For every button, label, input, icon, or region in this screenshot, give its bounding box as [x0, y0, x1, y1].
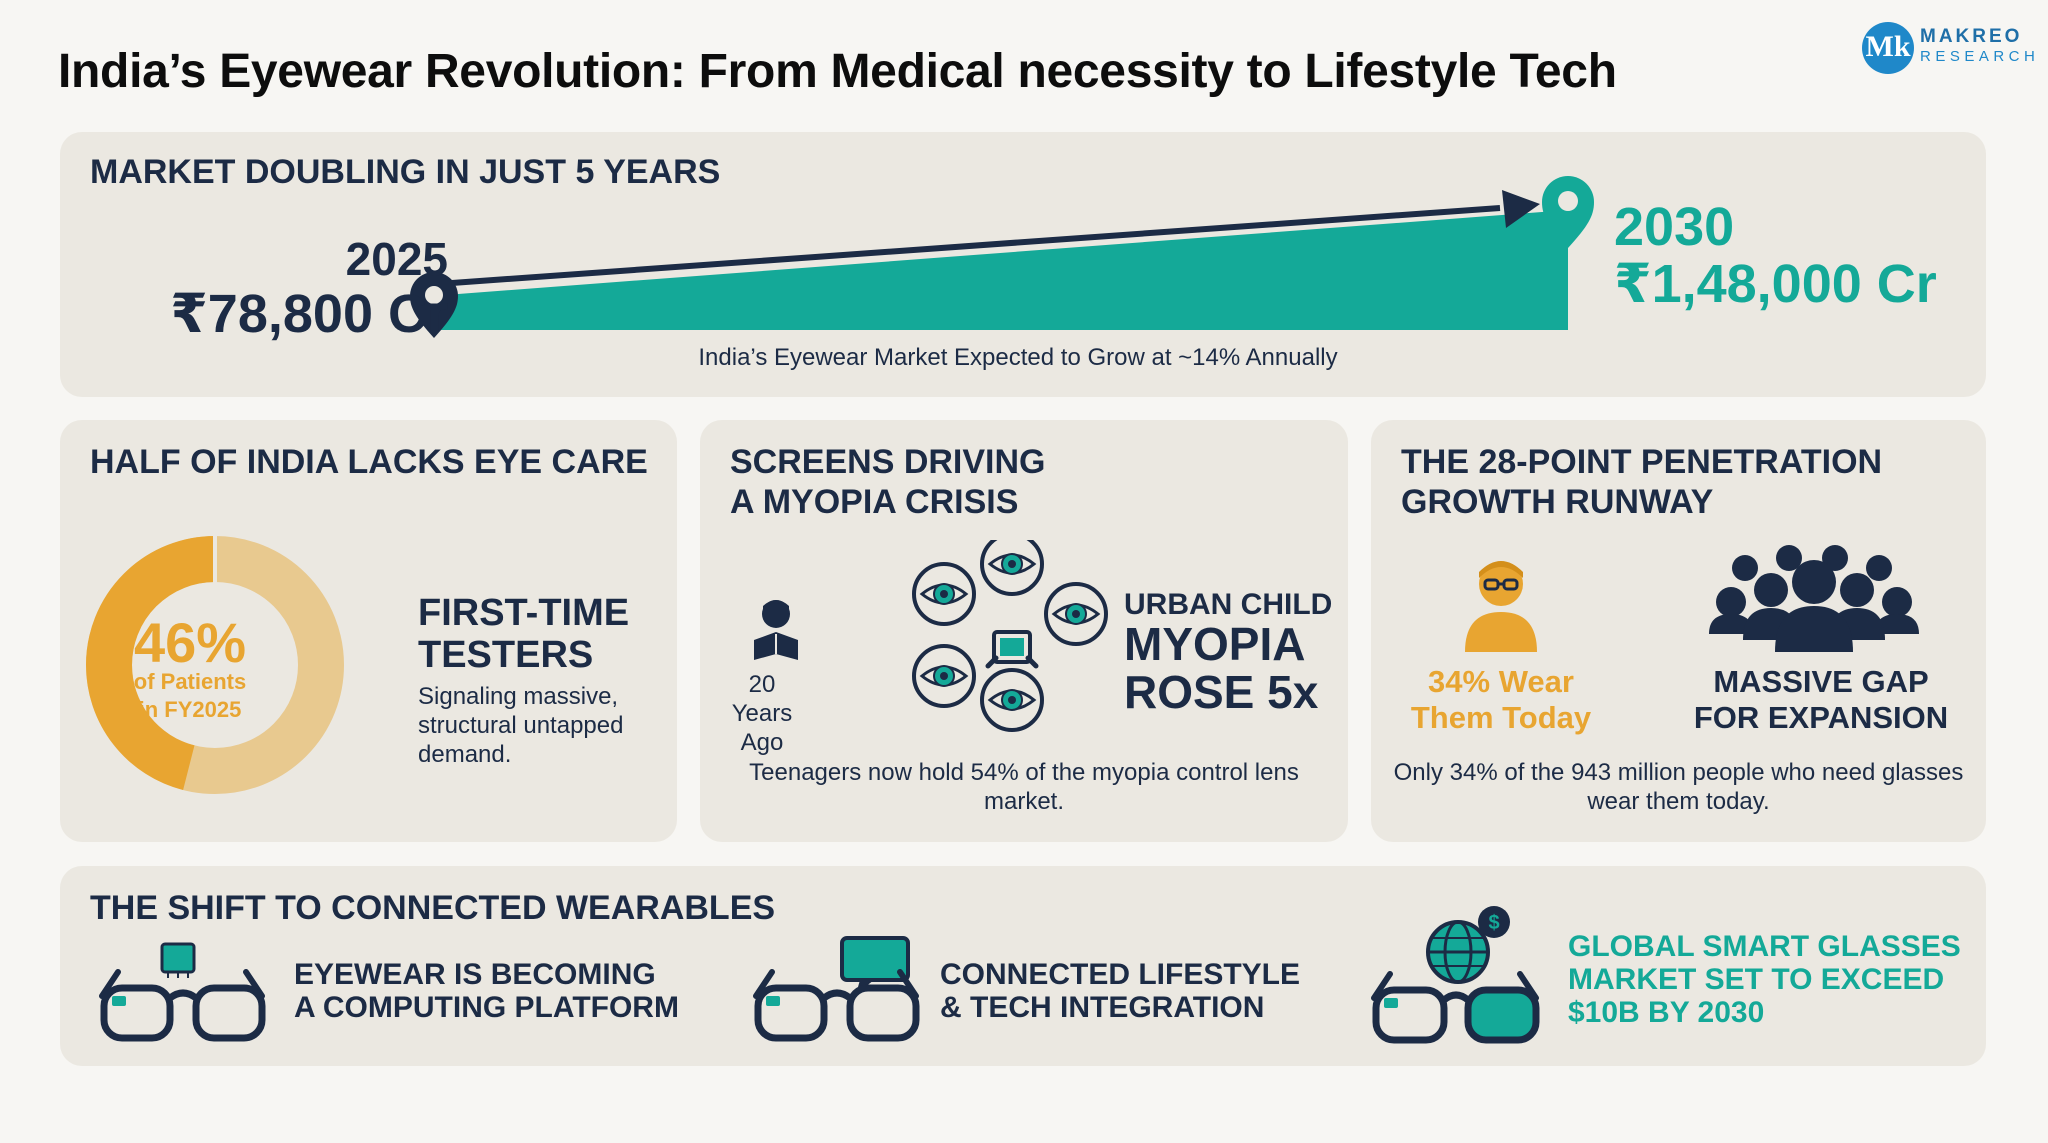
wear-today-stat: 34% Wear Them Today [1410, 664, 1592, 735]
myopia-caption: Teenagers now hold 54% of the myopia con… [749, 759, 1299, 815]
eye-icon [980, 668, 1044, 732]
penetration-panel: THE 28-POINT PENETRATION GROWTH RUNWAY 3… [1371, 420, 1986, 842]
start-value: ₹78,800 Cr [170, 284, 448, 344]
chip-glasses-icon [99, 942, 266, 1042]
wearable-item-connected: CONNECTED LIFESTYLE & TECH INTEGRATION [940, 958, 1301, 1024]
patients-donut-chart [86, 530, 344, 794]
person-glasses-icon [1465, 561, 1537, 652]
eye-icon [1044, 582, 1108, 646]
logo-name: MAKREO [1920, 26, 2023, 47]
page-title: India’s Eyewear Revolution: From Medical… [58, 45, 1617, 98]
expansion-gap-label: MASSIVE GAP FOR EXPANSION [1693, 664, 1949, 735]
eye-icon [980, 540, 1044, 596]
svg-text:$: $ [1488, 912, 1499, 934]
myopia-panel: SCREENS DRIVING A MYOPIA CRISIS 20 Years… [700, 420, 1348, 842]
first-time-testers: FIRST-TIME TESTERS [418, 592, 630, 676]
market-growth-panel: MARKET DOUBLING IN JUST 5 YEARS 2025 ₹78… [60, 132, 1986, 397]
tablet-icon [985, 630, 1039, 669]
growth-arrow-graphic [410, 176, 1594, 338]
urban-child-label: URBAN CHILD [1124, 588, 1333, 621]
growth-area [432, 210, 1568, 330]
growth-arrow-head [1502, 190, 1540, 228]
start-pin-icon [410, 272, 458, 338]
end-year: 2030 [1614, 197, 1735, 257]
patients-percent: 46% [133, 611, 247, 674]
child-reading-icon [754, 600, 798, 660]
screen-eyes-graphic [912, 540, 1108, 732]
growth-arrow-line [437, 205, 1501, 287]
eye-icon [912, 562, 976, 626]
penetration-heading: THE 28-POINT PENETRATION GROWTH RUNWAY [1401, 443, 1883, 521]
company-logo: Mk MAKREO RESEARCH [1862, 20, 2035, 76]
logo-monogram: Mk [1862, 22, 1914, 74]
eye-icon [912, 644, 976, 708]
wearables-heading: THE SHIFT TO CONNECTED WEARABLES [90, 889, 776, 927]
eye-care-heading: HALF OF INDIA LACKS EYE CARE [90, 443, 648, 481]
wearables-panel: THE SHIFT TO CONNECTED WEARABLES EYEWEAR… [60, 866, 1986, 1066]
myopia-rose-stat: MYOPIA ROSE 5x [1124, 618, 1319, 718]
wearable-item-global-market: GLOBAL SMART GLASSES MARKET SET TO EXCEE… [1568, 930, 1961, 1029]
penetration-caption: Only 34% of the 943 million people who n… [1393, 759, 1964, 815]
chat-glasses-icon [753, 936, 920, 1042]
crowd-icon [1709, 545, 1919, 652]
start-year: 2025 [345, 233, 448, 285]
patients-percent-sub: of Patients in FY2025 [133, 669, 247, 722]
globe-glasses-icon: $ [1371, 906, 1540, 1044]
eye-care-body: Signaling massive, structural untapped d… [418, 683, 624, 768]
wearable-item-computing: EYEWEAR IS BECOMING A COMPUTING PLATFORM [294, 958, 679, 1024]
end-pin-icon [1542, 176, 1594, 248]
logo-subtitle: RESEARCH [1920, 48, 2040, 65]
market-caption: India’s Eyewear Market Expected to Grow … [698, 344, 1338, 371]
myopia-heading: SCREENS DRIVING A MYOPIA CRISIS [730, 443, 1046, 521]
market-heading: MARKET DOUBLING IN JUST 5 YEARS [90, 153, 721, 191]
eye-care-panel: HALF OF INDIA LACKS EYE CARE 46% of Pati… [60, 420, 677, 842]
years-ago-label: 20 Years Ago [731, 671, 793, 756]
end-value: ₹1,48,000 Cr [1614, 254, 1937, 314]
